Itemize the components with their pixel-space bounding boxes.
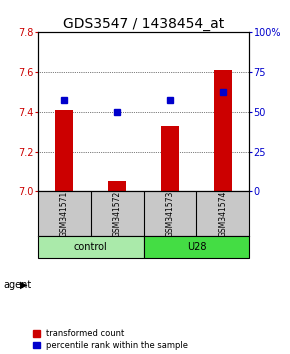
Bar: [55, 110, 73, 192]
Legend: transformed count, percentile rank within the sample: transformed count, percentile rank withi…: [33, 329, 188, 350]
Text: U28: U28: [187, 242, 206, 252]
Text: GSM341572: GSM341572: [113, 190, 122, 237]
Title: GDS3547 / 1438454_at: GDS3547 / 1438454_at: [63, 17, 224, 31]
Bar: [38, 236, 144, 258]
Text: ▶: ▶: [20, 280, 28, 290]
Bar: [144, 236, 249, 258]
Bar: [108, 182, 126, 192]
Bar: [161, 126, 179, 192]
Text: GSM341573: GSM341573: [166, 190, 175, 237]
Bar: [214, 70, 232, 192]
Text: GSM341571: GSM341571: [60, 190, 69, 237]
Text: agent: agent: [3, 280, 31, 290]
Text: GSM341574: GSM341574: [218, 190, 227, 237]
Text: control: control: [74, 242, 108, 252]
